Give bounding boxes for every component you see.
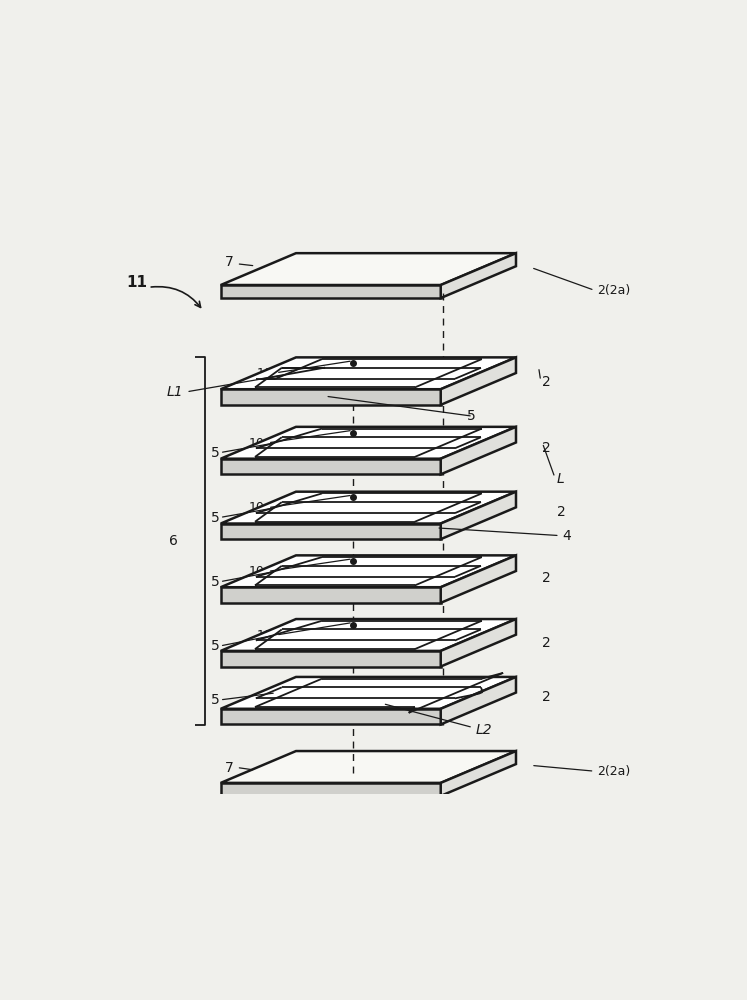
Text: 6: 6 — [169, 534, 178, 548]
Polygon shape — [441, 677, 516, 724]
Polygon shape — [441, 555, 516, 603]
Polygon shape — [221, 524, 441, 539]
Text: 2: 2 — [542, 690, 551, 704]
Text: L: L — [557, 472, 564, 486]
Polygon shape — [221, 492, 516, 524]
Polygon shape — [441, 751, 516, 796]
Text: 5: 5 — [211, 639, 220, 653]
Text: 7: 7 — [225, 255, 234, 269]
Text: 10: 10 — [257, 367, 273, 380]
Polygon shape — [221, 555, 516, 587]
Text: 10: 10 — [249, 565, 264, 578]
Text: 10: 10 — [249, 437, 264, 450]
Text: 2: 2 — [542, 636, 551, 650]
Polygon shape — [221, 587, 441, 603]
Polygon shape — [221, 427, 516, 459]
Polygon shape — [221, 285, 441, 298]
Text: 2: 2 — [542, 571, 551, 585]
Text: L1: L1 — [167, 385, 183, 399]
Text: 4: 4 — [562, 529, 571, 543]
Polygon shape — [221, 357, 516, 389]
Polygon shape — [441, 253, 516, 298]
Text: 2: 2 — [542, 441, 551, 455]
Polygon shape — [441, 357, 516, 405]
Polygon shape — [221, 783, 441, 796]
Text: 2(2a): 2(2a) — [597, 284, 630, 297]
Polygon shape — [221, 751, 516, 783]
Polygon shape — [441, 619, 516, 667]
Text: 2(2a): 2(2a) — [597, 765, 630, 778]
Text: 5: 5 — [211, 575, 220, 589]
Text: 5: 5 — [211, 511, 220, 525]
Polygon shape — [221, 253, 516, 285]
Text: 2: 2 — [557, 505, 565, 519]
Text: L2: L2 — [476, 723, 492, 737]
Polygon shape — [221, 677, 516, 709]
Text: 5: 5 — [211, 446, 220, 460]
Polygon shape — [221, 389, 441, 405]
Text: 5: 5 — [467, 409, 476, 423]
Polygon shape — [221, 619, 516, 651]
Text: 10: 10 — [257, 629, 273, 642]
Text: 11: 11 — [126, 275, 147, 290]
Polygon shape — [221, 459, 441, 474]
Polygon shape — [221, 709, 441, 724]
Text: 2: 2 — [542, 375, 551, 389]
Text: 5: 5 — [211, 693, 220, 707]
Polygon shape — [221, 651, 441, 667]
Text: 7: 7 — [225, 761, 234, 775]
Polygon shape — [441, 492, 516, 539]
Polygon shape — [441, 427, 516, 474]
Text: 10: 10 — [249, 501, 264, 514]
